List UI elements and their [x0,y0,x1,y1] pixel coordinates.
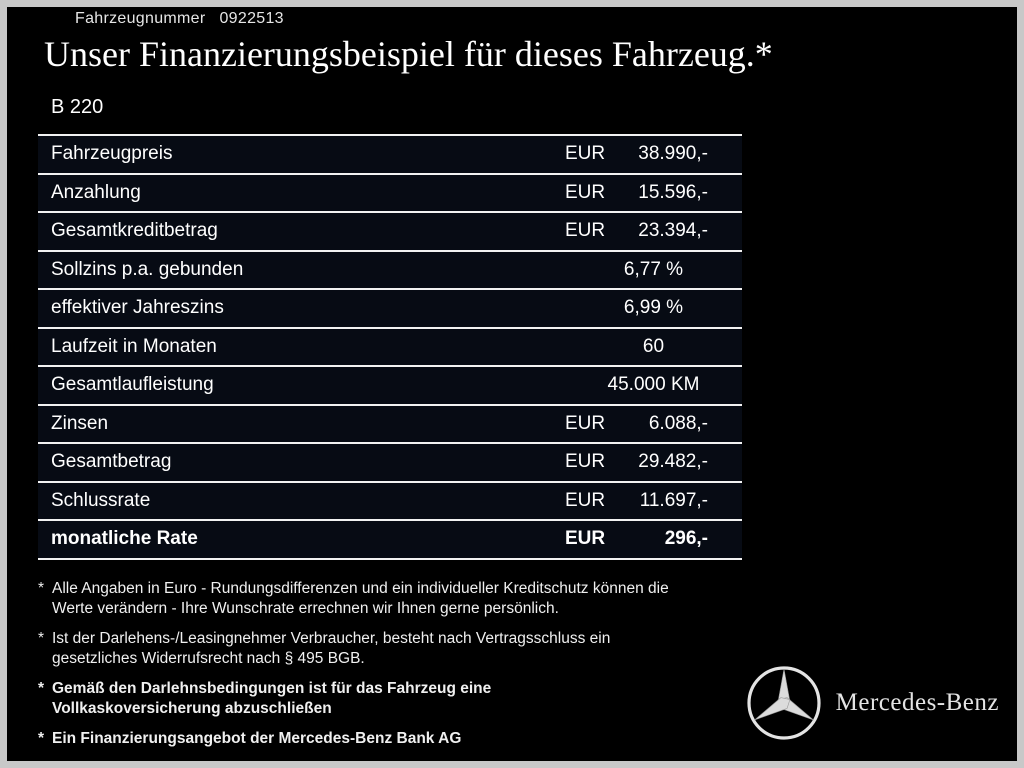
row-label: Anzahlung [51,181,141,203]
row-value: EUR 296,- [565,528,742,550]
row-value: EUR 15.596,- [565,182,742,204]
row-label: Zinsen [51,412,109,434]
vehicle-number: Fahrzeugnummer 0922513 [75,10,284,28]
row-currency: EUR [565,528,606,550]
row-label: Gesamtlaufleistung [51,374,214,396]
row-currency: EUR [565,489,606,511]
row-currency: EUR [565,181,606,203]
row-amount: 45.000 KM [607,374,700,396]
row-value: 6,77 % [565,259,742,281]
row-value: 45.000 KM [565,374,742,396]
table-row: Gesamtkreditbetrag EUR 23.394,- [38,211,742,250]
row-amount: 11.697,- [639,489,708,511]
page-title: Unser Finanzierungsbeispiel für dieses F… [44,34,773,74]
row-label: Schlussrate [51,489,151,511]
row-value: 6,99 % [565,297,742,319]
footnote-marker: * [38,630,45,647]
table-row: Fahrzeugpreis EUR 38.990,- [38,134,742,173]
row-value: EUR 23.394,- [565,220,742,242]
row-currency: EUR [565,412,606,434]
row-amount: 38.990,- [638,143,708,165]
finance-table: Fahrzeugpreis EUR 38.990,- Anzahlung EUR 15.5… [38,134,742,560]
footnote-marker: * [38,680,45,697]
footnote-text: Alle Angaben in Euro - Rundungsdifferenz… [52,580,669,617]
table-row: Laufzeit in Monaten 60 [38,326,742,365]
row-label: Gesamtbetrag [51,451,172,473]
row-amount: 23.394,- [638,220,708,242]
row-label: monatliche Rate [51,528,198,550]
row-amount: 60 [642,335,665,357]
row-value: EUR 38.990,- [565,143,742,165]
footnote: * Ist der Darlehens-/Leasingnehmer Verbra… [38,629,758,669]
table-row: Anzahlung EUR 15.596,- [38,172,742,211]
row-amount: 296,- [664,528,708,550]
table-row: monatliche Rate EUR 296,- [38,519,742,560]
row-amount: 15.596,- [638,181,708,203]
row-value: 60 [565,336,742,358]
row-value: EUR 29.482,- [565,451,742,473]
table-row: Gesamtbetrag EUR 29.482,- [38,442,742,481]
table-row: Sollzins p.a. gebunden 6,77 % [38,249,742,288]
row-value: EUR 6.088,- [565,413,742,435]
footnote-marker: * [38,730,45,747]
footnote: * Gemäß den Darlehnsbedingungen ist für d… [38,679,758,719]
footnote-text: Ein Finanzierungsangebot der Mercedes-Be… [52,730,462,747]
footnote: * Ein Finanzierungsangebot der Mercedes-B… [38,729,758,749]
footnote-text: Ist der Darlehens-/Leasingnehmer Verbrau… [52,630,611,667]
row-label: Laufzeit in Monaten [51,335,217,357]
table-row: Schlussrate EUR 11.697,- [38,480,742,519]
row-amount: 6,99 % [623,297,684,319]
table-row: Gesamtlaufleistung 45.000 KM [38,365,742,404]
row-amount: 6.088,- [648,412,708,434]
row-label: Fahrzeugpreis [51,143,173,165]
brand-name: Mercedes-Benz [835,689,999,716]
row-label: Gesamtkreditbetrag [51,220,218,242]
vehicle-number-value: 0922513 [219,10,284,27]
footnote: * Alle Angaben in Euro - Rundungsdifferen… [38,579,758,619]
footnote-text: Gemäß den Darlehnsbedingungen ist für da… [52,680,492,717]
table-row: Zinsen EUR 6.088,- [38,403,742,442]
vehicle-model: B 220 [51,96,104,118]
footnotes: * Alle Angaben in Euro - Rundungsdifferen… [38,579,758,759]
row-currency: EUR [565,451,606,473]
row-currency: EUR [565,143,606,165]
footnote-marker: * [38,580,45,597]
mercedes-star-icon [744,663,824,743]
brand-area: Mercedes-Benz [744,663,999,743]
row-value: EUR 11.697,- [565,490,742,512]
row-amount: 6,77 % [623,258,684,280]
row-label: effektiver Jahreszins [51,297,224,319]
row-currency: EUR [565,220,606,242]
vehicle-number-label: Fahrzeugnummer [75,10,206,27]
row-label: Sollzins p.a. gebunden [51,258,244,280]
table-row: effektiver Jahreszins 6,99 % [38,288,742,327]
row-amount: 29.482,- [638,451,708,473]
